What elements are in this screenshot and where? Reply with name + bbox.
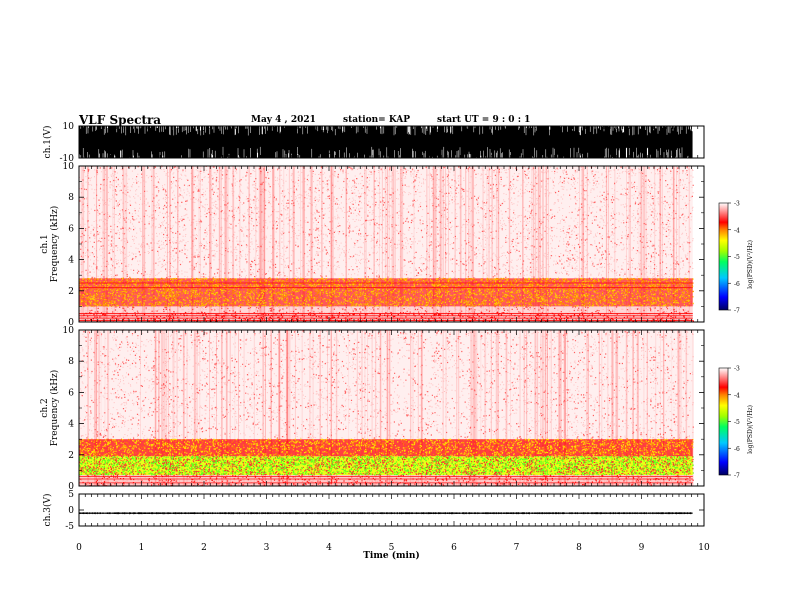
y-tick-label: 4 [68, 420, 74, 430]
time-axis: 0 1 2 3 4 5 6 7 8 9 10 Time (min) [76, 543, 710, 561]
y-tick-label: 4 [68, 256, 74, 266]
colorbars: -3 -4 -5 -6 -7 log(PSD)(V²/Hz) -3 -4 -5 -6 -7 log(P… [718, 201, 754, 480]
y-axis-label: Frequency (kHz) [49, 206, 60, 283]
x-tick-label: 1 [139, 543, 145, 553]
ch1-waveform-trace [78, 126, 693, 158]
y-tick-label: 5 [68, 490, 74, 500]
x-tick-label: 6 [451, 543, 457, 553]
spectrogram-image [79, 329, 694, 487]
station-label: station= KAP [343, 115, 411, 125]
y-tick-label: 0 [68, 318, 74, 328]
figure-title: VLF Spectra [79, 113, 162, 127]
y-tick-label: 0 [68, 506, 74, 516]
y-tick-label: 6 [68, 224, 74, 234]
spectrogram-image [79, 165, 694, 323]
x-tick-label: 2 [201, 543, 207, 553]
y-axis-label: ch.3(V) [42, 494, 53, 527]
x-tick-label: 7 [514, 543, 520, 553]
colorbar-tick-label: -3 [734, 201, 740, 208]
ch3-waveform-trace [78, 512, 693, 515]
colorbar-tick-label: -7 [734, 473, 740, 480]
colorbar-label: log(PSD)(V²/Hz) [747, 240, 754, 289]
colorbar-tick-label: -4 [734, 392, 740, 399]
y-tick-label: 10 [63, 326, 75, 336]
colorbar: -3 -4 -5 -6 -7 log(PSD)(V²/Hz) [718, 366, 754, 480]
x-axis-label: Time (min) [363, 550, 420, 561]
y-axis-label: ch.1(V) [42, 126, 53, 159]
x-tick-label: 10 [698, 543, 710, 553]
x-tick-label: 5 [389, 543, 395, 553]
y-tick-label: -10 [60, 154, 75, 164]
colorbar-tick-label: -5 [734, 419, 740, 426]
ch3-waveform-panel: 5 0 -5 ch.3(V) [42, 490, 705, 532]
x-tick-label: 4 [326, 543, 332, 553]
colorbar-tick-label: -6 [734, 281, 740, 288]
y-tick-label: 2 [68, 451, 74, 461]
y-tick-label: 10 [63, 162, 75, 172]
y-axis-label: Frequency (kHz) [49, 370, 60, 447]
colorbar-gradient [718, 202, 729, 311]
colorbar-tick-label: -3 [734, 366, 740, 373]
colorbar-gradient [718, 367, 729, 476]
x-tick-label: 3 [264, 543, 270, 553]
channel-label: ch.2 [40, 398, 50, 417]
channel-label: ch.1 [40, 234, 50, 253]
colorbar: -3 -4 -5 -6 -7 log(PSD)(V²/Hz) [718, 201, 754, 315]
colorbar-tick-label: -4 [734, 227, 740, 234]
ch1-spectrogram-panel: 0 2 4 6 8 10 ch.1 Frequency (kHz) [40, 162, 705, 328]
colorbar-tick-label: -6 [734, 446, 740, 453]
y-tick-label: 8 [68, 357, 74, 367]
colorbar-tick-label: -7 [734, 308, 740, 315]
y-tick-label: 8 [68, 193, 74, 203]
x-tick-label: 9 [639, 543, 645, 553]
ch1-waveform-panel: 10 -10 ch.1(V) [42, 122, 705, 164]
x-tick-label: 0 [76, 543, 82, 553]
y-tick-label: 2 [68, 287, 74, 297]
x-tick-label: 8 [576, 543, 582, 553]
date-label: May 4 , 2021 [251, 115, 316, 125]
y-tick-label: -5 [65, 522, 74, 532]
ch2-spectrogram-panel: 0 2 4 6 8 10 ch.2 Frequency (kHz) [40, 326, 705, 492]
y-tick-label: 6 [68, 388, 74, 398]
start-ut-label: start UT = 9 : 0 : 1 [437, 115, 531, 125]
y-tick-label: 10 [63, 122, 75, 132]
colorbar-tick-label: -5 [734, 254, 740, 261]
colorbar-label: log(PSD)(V²/Hz) [747, 405, 754, 454]
y-tick-label: 0 [68, 482, 74, 492]
